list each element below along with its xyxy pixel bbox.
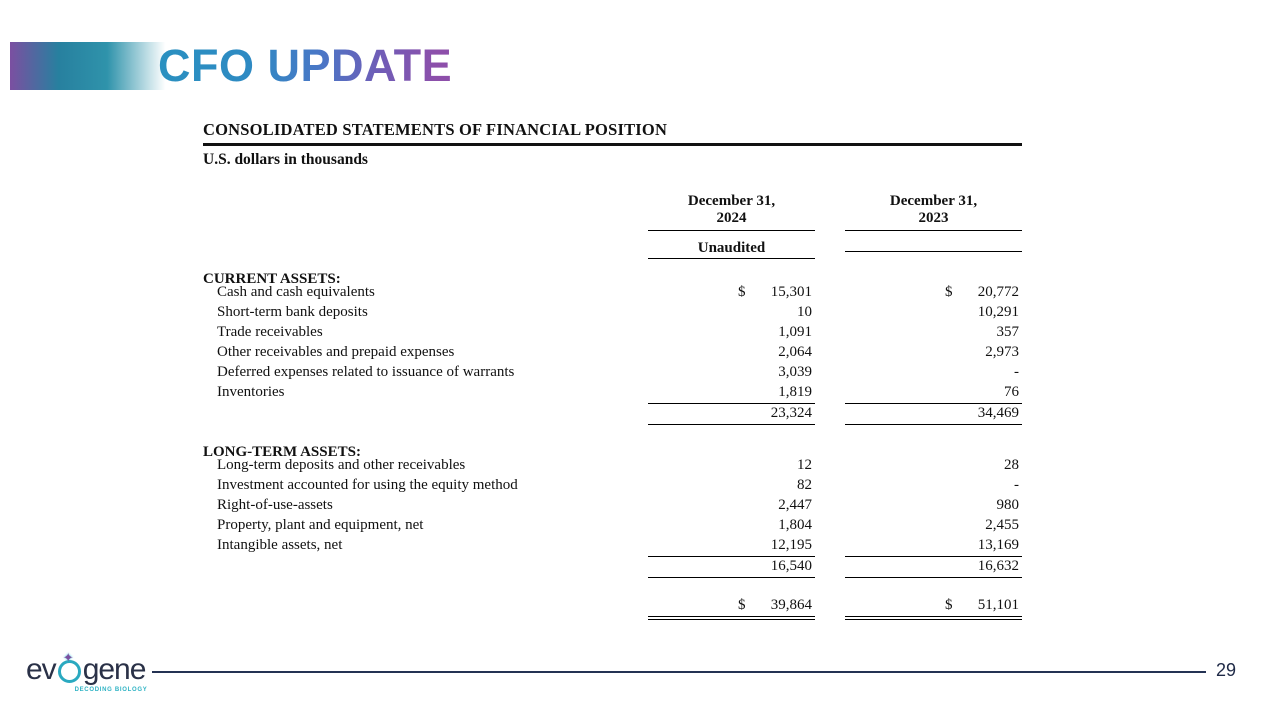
- page-number: 29: [1216, 660, 1237, 680]
- table-row: Deferred expenses related to issuance of…: [203, 363, 1022, 383]
- title-gradient-bar: [10, 42, 172, 90]
- value-2023: $20,772: [945, 284, 1019, 300]
- unaudited-note-2024: Unaudited: [648, 238, 815, 259]
- value-2023: 2,973: [985, 344, 1019, 360]
- value-2024: $15,301: [738, 284, 812, 300]
- section-header-current-assets: CURRENT ASSETS:: [203, 271, 341, 287]
- value-2024: 12: [797, 457, 812, 473]
- value-2023: 13,169: [977, 537, 1019, 553]
- value-2023: 76: [1004, 384, 1019, 400]
- value-2024: 2,447: [778, 497, 812, 513]
- sparkle-icon: ✦: [62, 649, 74, 665]
- column-header-2024-line2: 2024: [716, 210, 747, 226]
- column-headers: December 31, 2024 December 31, 2023 Unau…: [203, 193, 1022, 259]
- financial-statement-table: CONSOLIDATED STATEMENTS OF FINANCIAL POS…: [203, 120, 1022, 620]
- value-2023: 28: [1004, 457, 1019, 473]
- dollar-sign: $: [945, 597, 953, 613]
- value-2023: 10,291: [977, 304, 1019, 320]
- logo-text-ev: ev: [26, 653, 57, 686]
- value-2024: 1,091: [778, 324, 812, 340]
- subtotal-2023: 16,632: [845, 556, 1022, 578]
- table-row: Inventories 1,819 76: [203, 383, 1022, 403]
- subtotal-2023: 34,469: [845, 403, 1022, 425]
- value-2023: -: [1014, 364, 1019, 380]
- dollar-sign: $: [738, 597, 746, 613]
- value-2024: 1,819: [778, 384, 812, 400]
- value-2024: 1,804: [778, 517, 812, 533]
- column-header-2024-line1: December 31,: [687, 193, 776, 209]
- value-2024: 82: [797, 477, 812, 493]
- table-rows: CURRENT ASSETS: Cash and cash equivalent…: [203, 263, 1022, 620]
- dollar-sign: $: [945, 284, 953, 300]
- slide-title: CFO UPDATE: [158, 40, 453, 91]
- section-header-long-term-assets: LONG-TERM ASSETS:: [203, 444, 361, 460]
- table-row: Cash and cash equivalents $15,301 $20,77…: [203, 283, 1022, 303]
- subtotal-current-assets: 23,324 34,469: [203, 403, 1022, 425]
- logo-text-gene: gene: [82, 653, 147, 686]
- column-header-2023-line1: December 31,: [889, 193, 978, 209]
- column-header-2024: December 31, 2024: [648, 193, 815, 231]
- table-row: Other receivables and prepaid expenses 2…: [203, 343, 1022, 363]
- value-2024: 2,064: [778, 344, 812, 360]
- total-assets-row: $39,864 $51,101: [203, 596, 1022, 620]
- logo-o-ring-icon: ✦: [57, 650, 81, 683]
- value-2023: -: [1014, 477, 1019, 493]
- table-row: Right-of-use-assets 2,447 980: [203, 496, 1022, 516]
- statement-title: CONSOLIDATED STATEMENTS OF FINANCIAL POS…: [203, 120, 1022, 146]
- total-2024: $39,864: [648, 596, 815, 620]
- value-2024: 12,195: [770, 537, 812, 553]
- value-2024: 10: [797, 304, 812, 320]
- table-row: Short-term bank deposits 10 10,291: [203, 303, 1022, 323]
- dollar-sign: $: [738, 284, 746, 300]
- value-2023: 980: [996, 497, 1020, 513]
- note-2023: [845, 231, 1022, 252]
- statement-subtitle: U.S. dollars in thousands: [203, 151, 368, 168]
- total-2023: $51,101: [845, 596, 1022, 620]
- table-row: Trade receivables 1,091 357: [203, 323, 1022, 343]
- table-row: Property, plant and equipment, net 1,804…: [203, 516, 1022, 536]
- subtotal-long-term-assets: 16,540 16,632: [203, 556, 1022, 578]
- evogene-logo: ev ✦ gene DECODING BIOLOGY: [26, 650, 147, 694]
- value-2023: 357: [996, 324, 1020, 340]
- value-2024: 3,039: [778, 364, 812, 380]
- value-2023: 2,455: [985, 517, 1019, 533]
- column-header-2023-line2: 2023: [918, 210, 949, 226]
- table-row: Intangible assets, net 12,195 13,169: [203, 536, 1022, 556]
- subtotal-2024: 16,540: [648, 556, 815, 578]
- table-row: Investment accounted for using the equit…: [203, 476, 1022, 496]
- column-header-2023: December 31, 2023: [845, 193, 1022, 231]
- logo-tagline: DECODING BIOLOGY: [74, 687, 148, 693]
- table-row: Long-term deposits and other receivables…: [203, 456, 1022, 476]
- subtotal-2024: 23,324: [648, 403, 815, 425]
- footer-divider-line: [152, 671, 1206, 673]
